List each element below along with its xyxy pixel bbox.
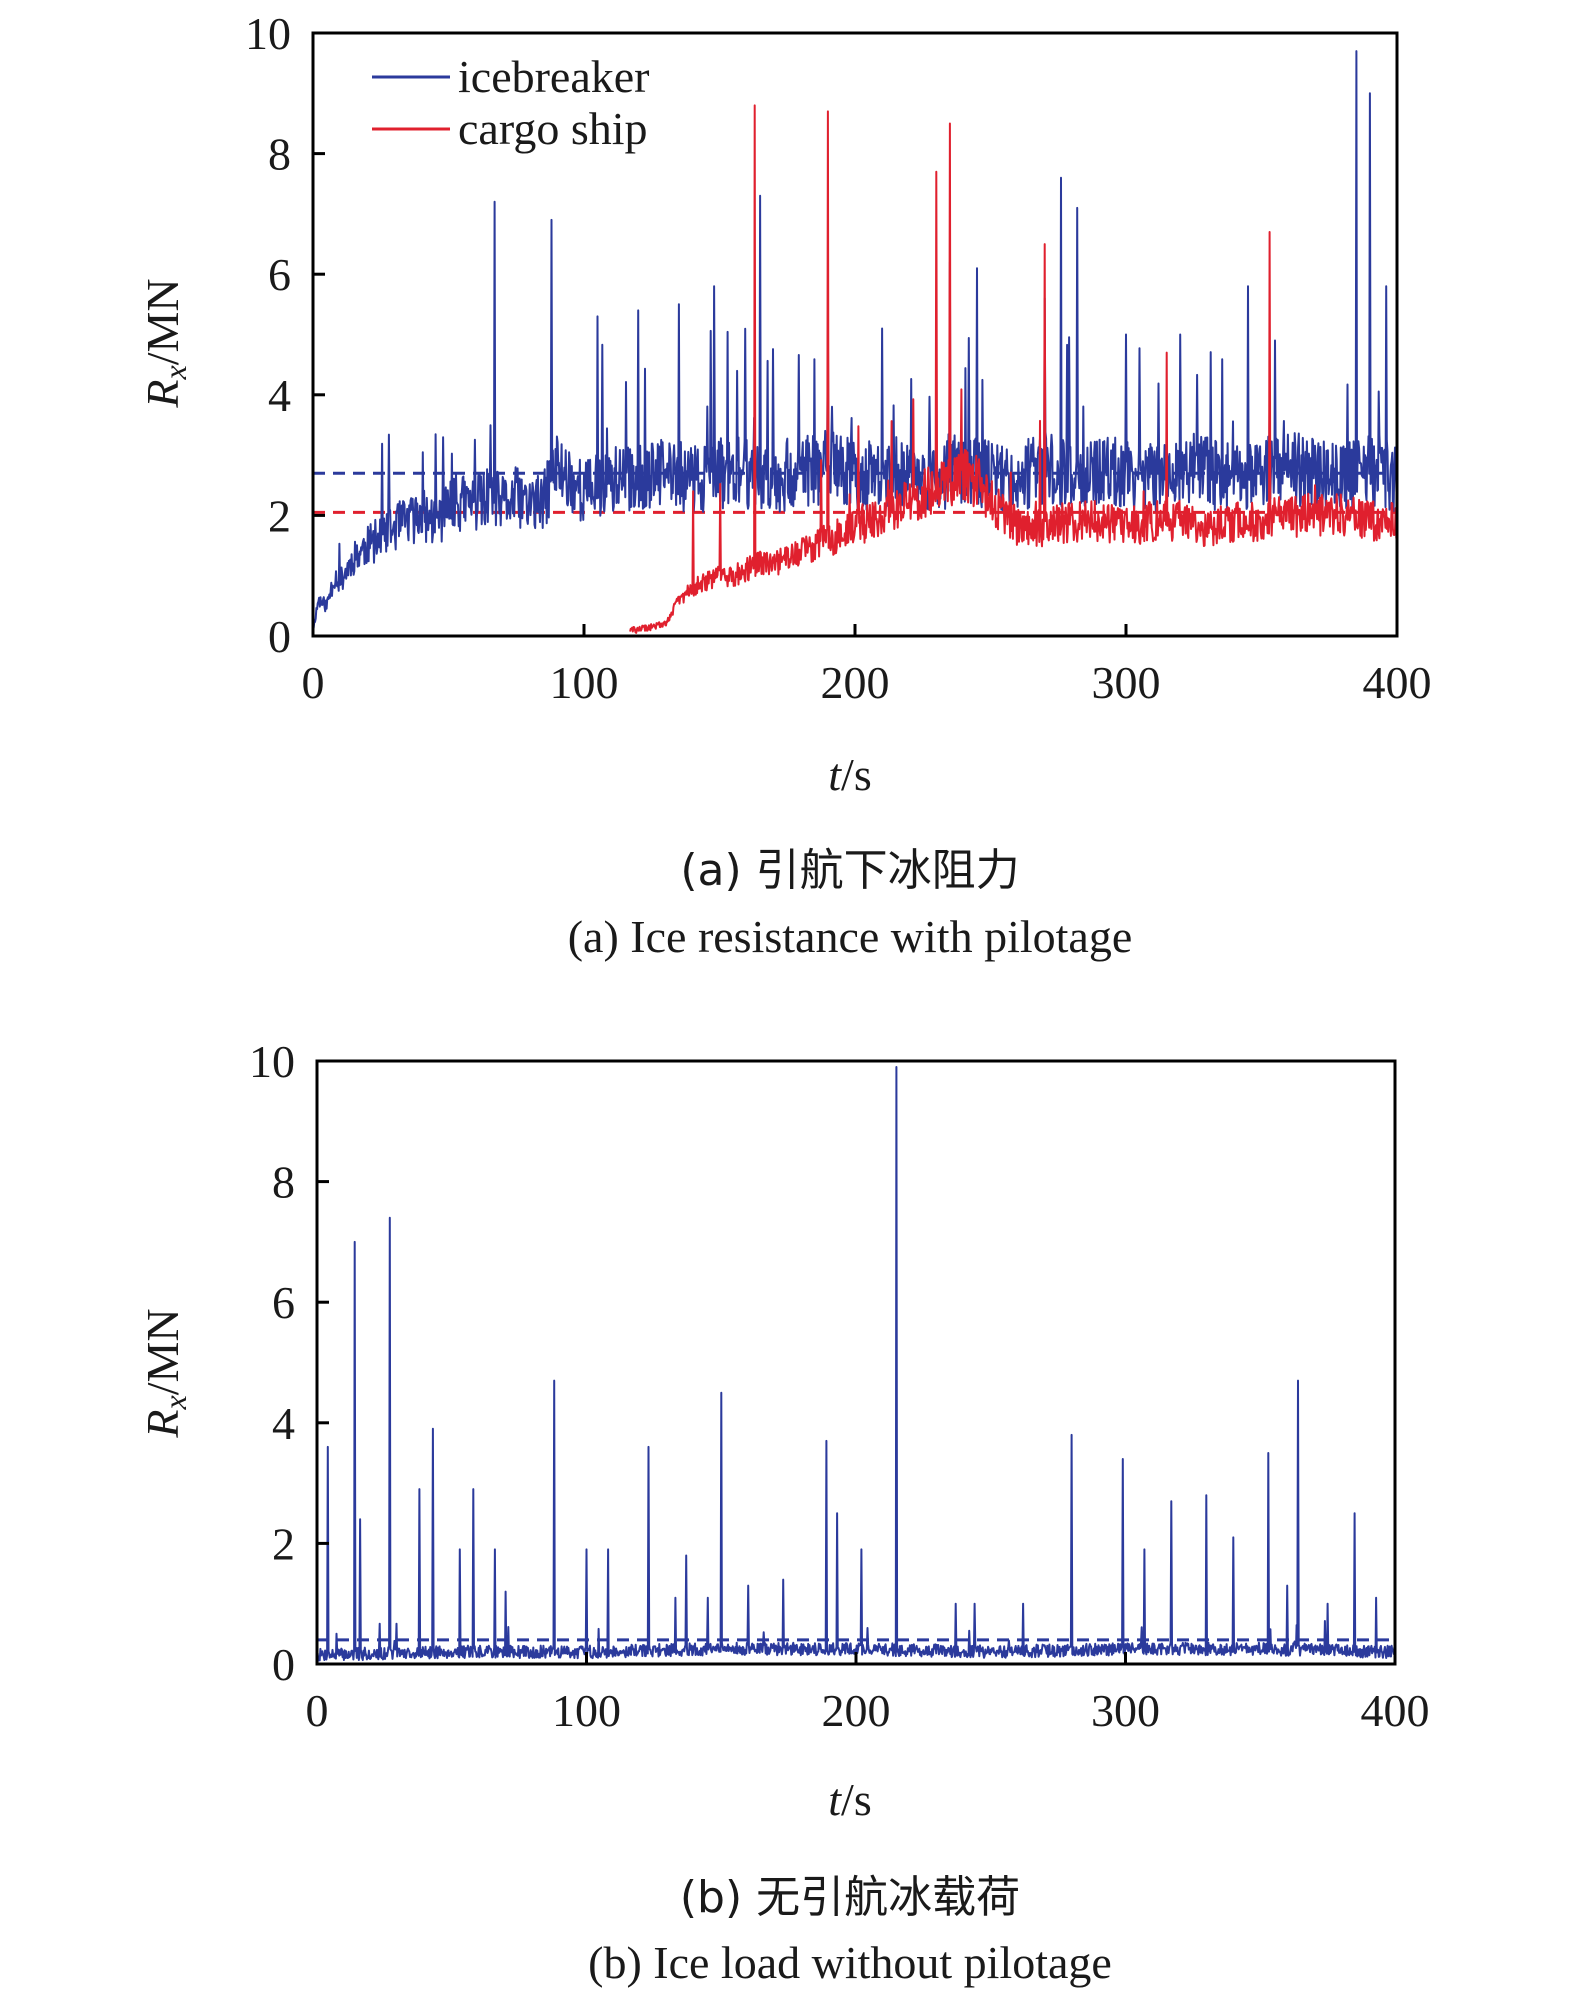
x-tick-label: 0 bbox=[302, 657, 325, 708]
series-group-a bbox=[312, 50, 1398, 634]
y-tick-label: 0 bbox=[268, 611, 291, 662]
y-axis-sub-b: x bbox=[157, 1395, 193, 1410]
x-tick-label: 400 bbox=[1361, 1685, 1430, 1736]
x-axis-label-a: t/s bbox=[828, 749, 871, 800]
y-tick-label: 4 bbox=[268, 370, 291, 421]
y-tick-label: 8 bbox=[268, 129, 291, 180]
y-axis-var-b: R bbox=[137, 1410, 188, 1439]
y-tick-label: 2 bbox=[268, 490, 291, 541]
x-axis-label-b: t/s bbox=[828, 1774, 871, 1825]
x-tick-label: 200 bbox=[821, 657, 890, 708]
y-axis-label-b: Rx/MN bbox=[137, 1308, 193, 1438]
caption-en-a: (a) Ice resistance with pilotage bbox=[568, 911, 1133, 962]
y-tick-label: 6 bbox=[272, 1277, 295, 1328]
x-tick-label: 100 bbox=[552, 1685, 621, 1736]
y-tick-label: 4 bbox=[272, 1398, 295, 1449]
series-line-icebreaker bbox=[312, 50, 1398, 633]
y-tick-label: 0 bbox=[272, 1639, 295, 1690]
legend-a: icebreaker cargo ship bbox=[372, 51, 650, 154]
chart-panel-a: 0 100 200 300 400 0 2 4 6 8 10 icebreaker cargo s… bbox=[137, 8, 1432, 962]
x-axis-var-b: t bbox=[828, 1774, 842, 1825]
series-group-b bbox=[316, 1066, 1396, 1662]
chart-panel-b: 0 100 200 300 400 0 2 4 6 8 10 t/s Rx/MN (b) 无引航冰… bbox=[137, 1036, 1430, 1988]
x-axis-unit-a: /s bbox=[841, 749, 872, 800]
series-line-icebreaker bbox=[316, 1066, 1396, 1662]
y-tick-label: 6 bbox=[268, 249, 291, 300]
series-line-cargo-ship bbox=[629, 104, 1398, 634]
y-tick-label: 8 bbox=[272, 1157, 295, 1208]
x-tick-label: 100 bbox=[550, 657, 619, 708]
y-tick-label: 10 bbox=[245, 8, 291, 59]
x-axis-unit-b: /s bbox=[841, 1774, 872, 1825]
y-axis-var-a: R bbox=[137, 380, 188, 409]
x-tick-label: 200 bbox=[822, 1685, 891, 1736]
y-axis-sub-a: x bbox=[157, 365, 193, 380]
y-ticks-b: 0 2 4 6 8 10 bbox=[249, 1036, 329, 1690]
y-axis-unit-b: /MN bbox=[137, 1308, 188, 1395]
caption-en-b: (b) Ice load without pilotage bbox=[588, 1937, 1112, 1988]
x-tick-label: 400 bbox=[1363, 657, 1432, 708]
y-axis-unit-a: /MN bbox=[137, 278, 188, 365]
x-ticks-b: 0 100 200 300 400 bbox=[306, 1652, 1430, 1736]
caption-cn-a: (a) 引航下冰阻力 bbox=[680, 845, 1019, 896]
legend-label-cargo-ship: cargo ship bbox=[458, 103, 648, 154]
y-tick-label: 2 bbox=[272, 1518, 295, 1569]
x-axis-var-a: t bbox=[828, 749, 842, 800]
y-axis-label-a: Rx/MN bbox=[137, 278, 193, 408]
legend-label-icebreaker: icebreaker bbox=[458, 51, 650, 102]
x-tick-label: 0 bbox=[306, 1685, 329, 1736]
caption-cn-b: (b) 无引航冰载荷 bbox=[680, 1872, 1020, 1923]
x-ticks-a: 0 100 200 300 400 bbox=[302, 624, 1432, 708]
x-tick-label: 300 bbox=[1091, 1685, 1160, 1736]
x-tick-label: 300 bbox=[1092, 657, 1161, 708]
y-tick-label: 10 bbox=[249, 1036, 295, 1087]
y-ticks-a: 0 2 4 6 8 10 bbox=[245, 8, 325, 662]
